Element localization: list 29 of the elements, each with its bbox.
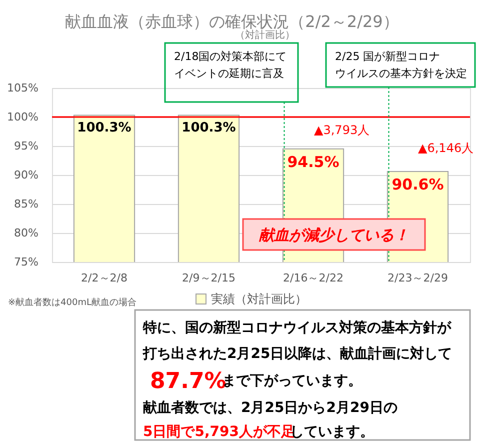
y-tick-label: 75% — [14, 256, 38, 268]
text: 特に、国の新型コロナウイルス対策の基本方針が — [142, 319, 452, 336]
ref-line-label: 2/18国の対策本部にてイベントの延期に言及 — [174, 50, 287, 80]
legend-label: 実績（対計画比） — [211, 292, 307, 306]
text: 87.7% — [150, 369, 226, 394]
text: 献血者数では、2月25日から2月29日の — [143, 400, 398, 416]
text: 打ち出された2月25日以降は、献血計画に対して — [142, 345, 452, 362]
data-label: 100.3% — [182, 120, 236, 136]
y-tick-label: 100% — [7, 110, 38, 124]
data-label: 94.5% — [287, 152, 340, 171]
annotation: 献血が減少している！ — [258, 226, 409, 244]
ref-line-label: 2/25 国が新型コロナウイルスの基本方針を決定 — [335, 50, 467, 80]
text: 5日間で5,793人が不足 — [143, 424, 296, 440]
annotation: ▲3,793人 — [314, 123, 370, 137]
y-tick-label: 80% — [14, 226, 38, 240]
y-tick-label: 85% — [14, 198, 38, 210]
annotation: ▲6,146人 — [418, 141, 474, 155]
text: ※献血者数は400mL献血の場合 — [8, 297, 137, 308]
x-tick-label: 2/16～2/22 — [283, 272, 344, 284]
data-label: 100.3% — [77, 120, 132, 136]
y-tick-label: 105% — [7, 82, 38, 94]
chart-title: 献血血液（赤血球）の確保状況（2/2～2/29） — [65, 12, 399, 31]
y-tick-label: 90% — [14, 168, 38, 182]
x-tick-label: 2/2～2/8 — [81, 272, 128, 284]
x-tick-label: 2/9～2/15 — [182, 272, 236, 284]
chart-subtitle: （対計画比） — [235, 29, 295, 41]
y-tick-label: 95% — [14, 140, 38, 152]
data-label: 90.6% — [392, 176, 444, 194]
x-tick-label: 2/23～2/29 — [388, 272, 448, 284]
